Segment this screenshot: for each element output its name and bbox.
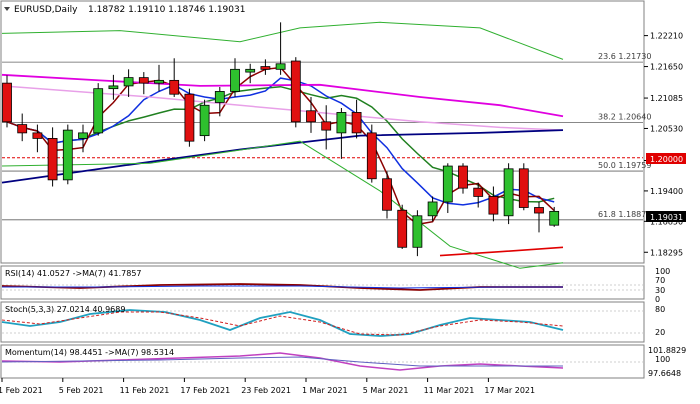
ma-lightpink-line	[1, 85, 564, 131]
candles	[2, 22, 560, 257]
candle-body	[382, 178, 392, 211]
candle-body	[412, 215, 423, 248]
candle-body	[427, 201, 438, 217]
rsi-scale-30: 30	[655, 286, 665, 295]
stoch-label: Stoch(5,3,3) 27.0214 40.9689	[5, 305, 125, 314]
candle-body	[32, 132, 43, 139]
y-tick-label: 1.19400	[650, 187, 683, 196]
x-tick-label: 1 Mar 2021	[302, 386, 348, 395]
candle-body	[351, 112, 362, 134]
momentum-ma-line	[1, 356, 563, 367]
candle-body	[78, 132, 88, 139]
stoch-signal-line	[1, 311, 564, 336]
x-tick-label: 1 Feb 2021	[0, 386, 43, 395]
y-tick-label: 1.21650	[650, 63, 683, 72]
ma-blue-line	[6, 77, 555, 206]
candle-body	[184, 93, 195, 142]
fib-label: 61.8 1.18877	[598, 210, 651, 219]
x-tick-label: 5 Feb 2021	[59, 386, 104, 395]
rsi-label: RSI(14) 41.0527 ->MA(7) 41.7857	[5, 269, 142, 278]
stoch-scale-80: 80	[655, 305, 665, 314]
candle-body	[230, 68, 240, 92]
rsi-panel-frame	[0, 265, 645, 300]
stoch-panel-frame	[0, 301, 645, 343]
level-tag-text: 1.20000	[650, 155, 683, 164]
ma-darkred-line	[6, 66, 555, 226]
moving-averages	[1, 21, 564, 269]
candle-body	[2, 82, 12, 123]
x-tick-label: 11 Mar 2021	[424, 386, 475, 395]
candle-body	[397, 209, 408, 248]
candle-body	[458, 165, 468, 189]
candle-body	[123, 77, 134, 87]
candle-body	[260, 66, 271, 70]
y-tick-label: 1.21085	[650, 94, 683, 103]
momentum-panel-frame	[0, 344, 645, 379]
rsi-scale-0: 0	[655, 295, 660, 304]
candle-body	[17, 124, 28, 134]
rsi-scale-70: 70	[655, 276, 665, 285]
indicators	[1, 283, 643, 371]
momentum-scale-100: 100	[655, 355, 670, 364]
current-price-text: 1.19031	[650, 213, 683, 222]
y-tick-label: 1.20530	[650, 124, 683, 133]
x-tick-label: 17 Feb 2021	[180, 386, 230, 395]
candle-body	[275, 63, 286, 70]
fib-label: 38.2 1.20640	[598, 112, 651, 121]
candle-body	[442, 165, 453, 203]
dropdown-triangle-icon[interactable]	[4, 7, 10, 11]
candle-body	[488, 196, 499, 215]
current-price-tag	[646, 211, 686, 222]
momentum-label: Momentum(14) 98.4451 ->MA(7) 98.5314	[5, 348, 174, 357]
candle-body	[366, 132, 377, 180]
momentum-scale-high: 101.8829	[648, 346, 686, 355]
momentum-scale-low: 97.6648	[648, 369, 681, 378]
ma-pink-line	[1, 73, 564, 118]
ma-navy-line	[1, 129, 564, 184]
band-upper-line	[1, 21, 564, 60]
stoch-scale-20: 20	[655, 328, 665, 337]
x-tick-label: 5 Mar 2021	[363, 386, 409, 395]
candle-body	[62, 129, 73, 181]
candle-body	[549, 210, 560, 226]
candle-body	[169, 79, 180, 95]
band-lower-line	[1, 140, 564, 269]
x-axis: 1 Feb 2021 5 Feb 2021 11 Feb 2021 17 Feb 20…	[0, 378, 535, 395]
candle-body	[473, 187, 484, 197]
candle-body	[503, 168, 514, 217]
candle-body	[518, 168, 529, 208]
main-panel-frame	[0, 0, 645, 264]
candle-body	[214, 91, 225, 103]
candle-body	[154, 79, 164, 84]
candle-body	[138, 77, 149, 84]
stoch-main-line	[1, 309, 564, 337]
candle-body	[108, 85, 119, 90]
y-tick-label: 1.18295	[650, 248, 683, 257]
ohlc-values: 1.18782 1.19110 1.18746 1.19031	[88, 5, 245, 15]
fib-label: 23.6 1.21730	[598, 52, 651, 61]
rsi-ma-line	[2, 285, 563, 289]
candle-body	[199, 104, 210, 137]
y-axis: 1.222101.216501.210851.205301.194001.188…	[644, 32, 683, 257]
candle-body	[534, 207, 544, 214]
support-line	[439, 246, 564, 257]
level-tag	[646, 153, 686, 164]
candle-body	[290, 60, 301, 123]
candle-body	[47, 138, 58, 181]
y-tick-label: 1.22210	[650, 32, 683, 41]
fib-label: 50.0 1.19759	[598, 161, 651, 170]
x-tick-label: 23 Feb 2021	[241, 386, 291, 395]
candle-body	[93, 88, 104, 134]
candle-body	[336, 112, 347, 134]
x-tick-label: 17 Mar 2021	[484, 386, 535, 395]
candle-body	[245, 68, 256, 73]
candle-body	[306, 110, 316, 123]
candle-body	[321, 121, 332, 131]
fib-levels: 23.6 1.21730 38.2 1.20640 50.0 1.19759 61.8…	[2, 52, 651, 221]
x-tick-label: 11 Feb 2021	[120, 386, 170, 395]
rsi-scale-100: 100	[655, 267, 670, 276]
symbol-label: EURUSD,Daily	[14, 5, 78, 15]
